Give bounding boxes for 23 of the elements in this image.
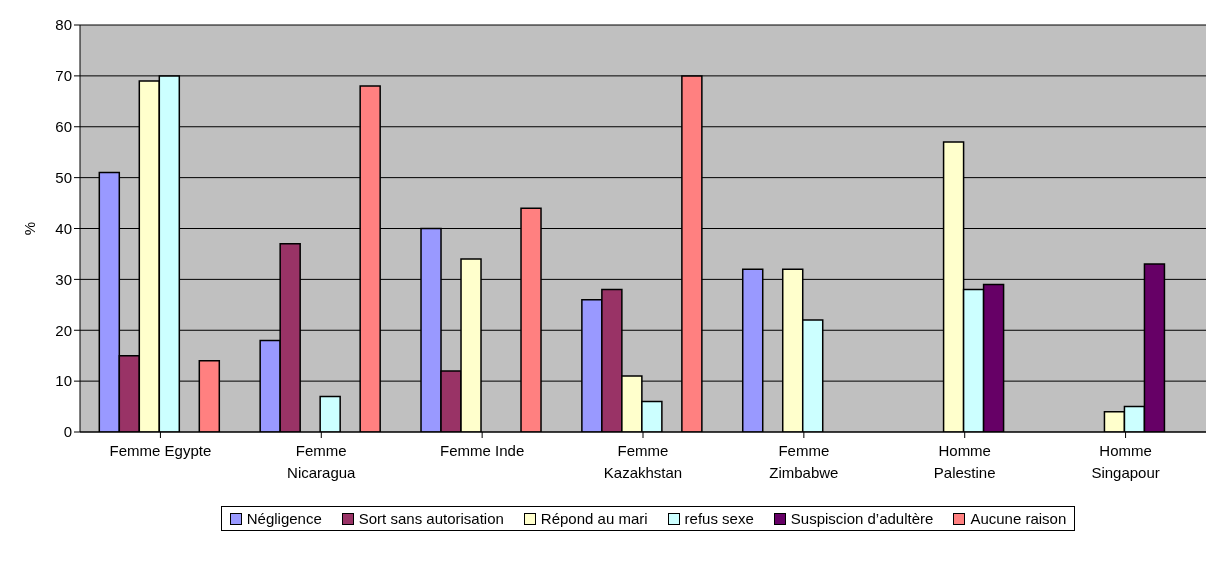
x-tick-label: Femme Nicaragua	[287, 442, 357, 481]
y-tick-label: 30	[55, 270, 72, 288]
x-tick-label: Homme Singapour	[1091, 442, 1160, 481]
y-tick-label: 20	[55, 321, 72, 339]
x-tick-label: Homme Palestine	[933, 442, 996, 481]
y-tick-label: 0	[63, 423, 72, 441]
legend-label: Sort sans autorisation	[358, 510, 504, 527]
x-tick-label: Femme Egypte	[109, 442, 212, 459]
y-tick-label: 80	[55, 16, 72, 34]
y-axis-title: %	[21, 221, 39, 236]
y-tick-label: 40	[55, 219, 72, 237]
legend-label: Suspiscion d’adultère	[790, 510, 934, 527]
x-tick-label: Femme Inde	[440, 442, 525, 459]
x-tick-label: Femme Zimbabwe	[769, 442, 839, 481]
x-tick-label: Femme Kazakhstan	[603, 442, 683, 481]
legend-label: Négligence	[246, 510, 322, 527]
legend-label: Aucune raison	[970, 510, 1067, 527]
y-tick-label: 10	[55, 372, 72, 390]
y-tick-label: 60	[55, 118, 72, 136]
legend-label: Répond au mari	[540, 510, 648, 527]
y-tick-label: 50	[55, 168, 72, 186]
legend-label: refus sexe	[684, 510, 754, 527]
y-tick-label: 70	[55, 67, 72, 85]
